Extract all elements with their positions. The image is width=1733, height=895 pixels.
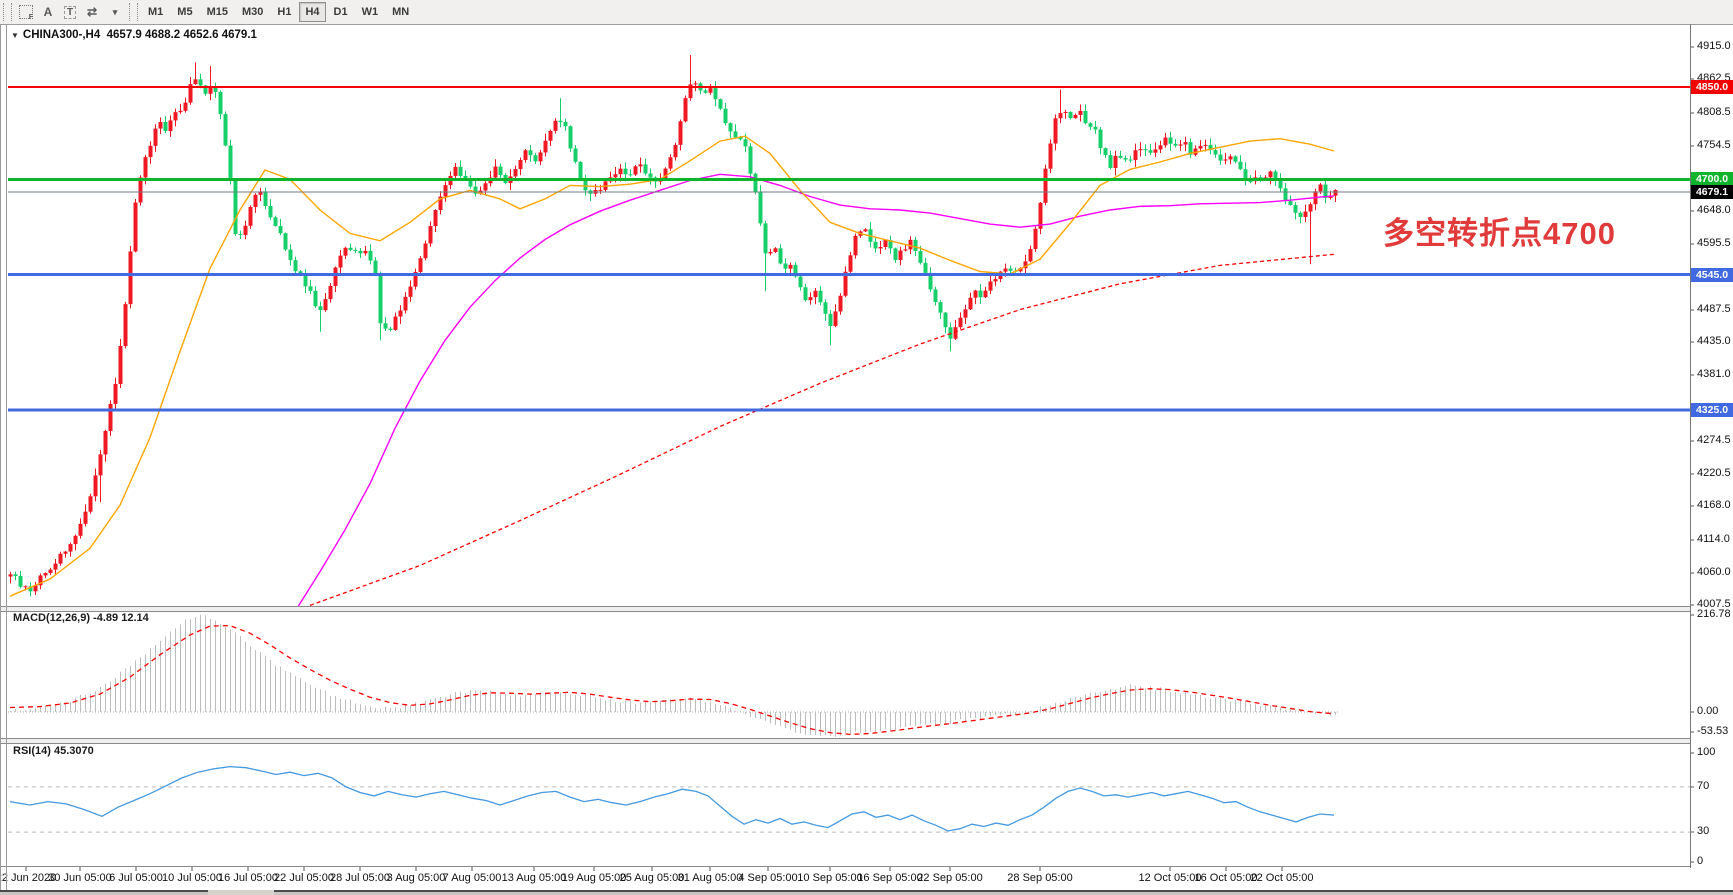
- time-tick-label: 10 Sep 05:00: [797, 872, 863, 884]
- time-tick-label: 10 Jul 05:00: [162, 872, 222, 884]
- time-tick-label: 31 Aug 05:00: [677, 872, 743, 884]
- tf-button-m30[interactable]: M30: [241, 6, 264, 18]
- time-tick-label: 25 Aug 05:00: [619, 872, 685, 884]
- time-tick-label: 3 Aug 05:00: [386, 872, 446, 884]
- dropdown-caret-icon[interactable]: ▾: [112, 6, 118, 17]
- price-tick-label: 4060.0: [1697, 566, 1731, 578]
- ohlc-values: 4657.9 4688.2 4652.6 4679.1: [106, 29, 257, 41]
- time-tick-label: 13 Aug 05:00: [501, 872, 567, 884]
- price-tick-label: 4595.5: [1697, 237, 1731, 249]
- rsi-tick-label: 0: [1697, 855, 1704, 867]
- rsi-tick-label: 70: [1697, 780, 1710, 792]
- price-tick-label: 4915.0: [1697, 40, 1731, 52]
- price-level-badge: 4545.0: [1691, 268, 1733, 282]
- text-tool-icon[interactable]: T: [60, 2, 80, 22]
- price-level-badge: 4850.0: [1691, 80, 1733, 94]
- tf-button-w1[interactable]: W1: [361, 6, 379, 18]
- time-tick-label: 28 Jul 05:00: [330, 872, 390, 884]
- time-tick-label: 4 Sep 05:00: [738, 872, 798, 884]
- panel-separator-main-macd[interactable]: [0, 606, 1690, 612]
- tf-button-mn[interactable]: MN: [392, 6, 410, 18]
- price-tick-label: 4754.5: [1697, 139, 1731, 151]
- tf-button-m5[interactable]: M5: [177, 6, 193, 18]
- time-tick-label: 7 Aug 05:00: [442, 872, 502, 884]
- bottom-window-edge-1: [0, 890, 208, 895]
- rsi-bottom-border: [0, 866, 1690, 867]
- time-tick-label: 12 Oct 05:00: [1138, 872, 1202, 884]
- toolbar: F A T ⇄ ▾ M1 M5 M15 M30 H1 H4 D1 W1 MN: [0, 0, 1733, 25]
- toolbar-grip[interactable]: [3, 3, 12, 21]
- text-label-icon[interactable]: A: [43, 5, 53, 19]
- tf-button-h1[interactable]: H1: [277, 6, 292, 18]
- window-left-border: [0, 24, 1, 895]
- bottom-window-strip: [0, 890, 1733, 895]
- bottom-window-edge-2: [274, 890, 1733, 895]
- timeframe-toolbar: M1 M5 M15 M30 H1 H4 D1 W1 MN: [141, 2, 416, 22]
- chart-left-border: [6, 24, 7, 890]
- chart-selector-caret[interactable]: ▼: [11, 31, 19, 40]
- price-tick-label: 4487.5: [1697, 303, 1731, 315]
- toolbar-grip-2[interactable]: [129, 3, 138, 21]
- toolbar-icon-group: F A T ⇄ ▾: [15, 2, 126, 22]
- time-tick-label: 22 Jun 2020: [0, 872, 57, 884]
- macd-tick-label: -53.53: [1697, 725, 1729, 737]
- price-tick-label: 4220.5: [1697, 467, 1731, 479]
- annotation-text[interactable]: 多空转折点4700: [1383, 216, 1616, 251]
- price-level-badge: 4679.1: [1691, 185, 1733, 199]
- price-axis-line: [1690, 24, 1691, 868]
- time-tick-label: 16 Jul 05:00: [218, 872, 278, 884]
- price-tick-label: 4435.0: [1697, 335, 1731, 347]
- tf-button-d1[interactable]: D1: [333, 6, 348, 18]
- price-tick-label: 4168.0: [1697, 499, 1731, 511]
- time-tick-label: 22 Jul 05:00: [274, 872, 334, 884]
- price-tick-label: 4007.5: [1697, 598, 1731, 610]
- time-tick-label: 16 Oct 05:00: [1194, 872, 1258, 884]
- tf-button-m1[interactable]: M1: [148, 6, 164, 18]
- price-tick-label: 4114.0: [1697, 533, 1730, 545]
- time-tick-label: 22 Oct 05:00: [1250, 872, 1314, 884]
- price-level-badge: 4700.0: [1691, 172, 1733, 186]
- price-tick-label: 4274.5: [1697, 434, 1731, 446]
- time-tick-label: 6 Jul 05:00: [109, 872, 163, 884]
- macd-tick-label: 216.78: [1697, 608, 1731, 620]
- rsi-tick-label: 30: [1697, 825, 1710, 837]
- rsi-tick-label: 100: [1697, 746, 1716, 758]
- symbol-period-label: CHINA300-,H4: [22, 29, 101, 41]
- price-tick-label: 4648.0: [1697, 204, 1731, 216]
- time-tick-label: 22 Sep 05:00: [917, 872, 983, 884]
- swap-arrows-icon[interactable]: ⇄: [86, 5, 98, 19]
- time-tick-label: 30 Jun 05:00: [48, 872, 112, 884]
- macd-tick-label: 0.00: [1697, 705, 1719, 717]
- time-tick-label: 28 Sep 05:00: [1007, 872, 1073, 884]
- tf-button-h4[interactable]: H4: [299, 2, 326, 22]
- price-tick-label: 4381.0: [1697, 368, 1731, 380]
- rsi-indicator-label: RSI(14) 45.3070: [13, 745, 94, 757]
- time-tick-label: 19 Aug 05:00: [561, 872, 627, 884]
- time-tick-label: 16 Sep 05:00: [857, 872, 923, 884]
- price-tick-label: 4808.5: [1697, 106, 1731, 118]
- macd-indicator-label: MACD(12,26,9) -4.89 12.14: [13, 612, 149, 624]
- panel-separator-macd-rsi[interactable]: [0, 738, 1690, 744]
- tf-button-m15[interactable]: M15: [206, 6, 228, 18]
- price-level-badge: 4325.0: [1691, 403, 1733, 417]
- grid-f-icon[interactable]: F: [16, 2, 36, 22]
- chart-title: ▼ CHINA300-,H4 4657.9 4688.2 4652.6 4679.…: [11, 29, 257, 41]
